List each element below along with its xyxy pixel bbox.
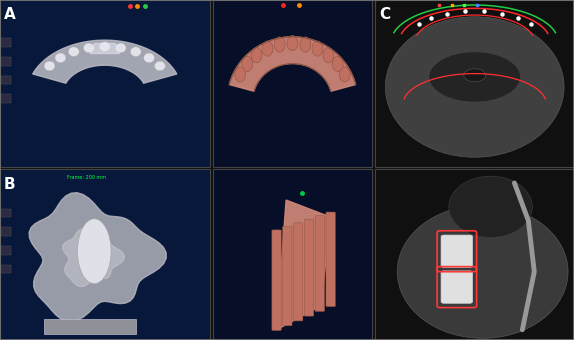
Ellipse shape	[287, 36, 298, 51]
Ellipse shape	[55, 53, 66, 63]
FancyBboxPatch shape	[441, 235, 472, 268]
Bar	[375, 169, 574, 340]
Bar	[1, 246, 11, 255]
Ellipse shape	[242, 56, 253, 71]
Ellipse shape	[323, 48, 334, 63]
Bar	[1, 38, 11, 47]
Bar	[1, 209, 11, 217]
Ellipse shape	[300, 37, 311, 52]
Bar	[0, 0, 210, 167]
Polygon shape	[33, 40, 177, 83]
Bar	[1, 227, 11, 236]
Ellipse shape	[397, 205, 568, 338]
Bar	[1, 76, 11, 84]
Bar	[0, 169, 210, 340]
Bar	[1, 57, 11, 66]
Ellipse shape	[385, 17, 564, 157]
Ellipse shape	[144, 53, 154, 63]
FancyBboxPatch shape	[283, 226, 292, 326]
Bar	[213, 169, 372, 340]
Polygon shape	[277, 200, 331, 330]
Circle shape	[464, 69, 486, 82]
Ellipse shape	[339, 67, 350, 82]
Bar	[44, 319, 136, 334]
Text: C: C	[379, 7, 390, 22]
Bar	[1, 265, 11, 273]
Text: A: A	[4, 7, 15, 22]
Text: Frame: 200 mm: Frame: 200 mm	[67, 175, 106, 181]
Bar	[213, 0, 372, 167]
Ellipse shape	[44, 61, 55, 71]
Ellipse shape	[77, 219, 111, 284]
Bar	[375, 0, 574, 167]
Ellipse shape	[429, 52, 521, 102]
Ellipse shape	[235, 67, 246, 82]
Ellipse shape	[130, 47, 141, 56]
Ellipse shape	[115, 43, 126, 53]
Polygon shape	[229, 37, 356, 91]
FancyBboxPatch shape	[272, 230, 281, 330]
Polygon shape	[29, 193, 166, 322]
Ellipse shape	[83, 43, 94, 53]
FancyBboxPatch shape	[315, 216, 324, 311]
FancyBboxPatch shape	[326, 212, 335, 307]
Ellipse shape	[99, 42, 110, 51]
Bar	[1, 95, 11, 103]
Ellipse shape	[262, 41, 273, 56]
Ellipse shape	[449, 176, 532, 238]
Polygon shape	[90, 44, 119, 53]
FancyBboxPatch shape	[293, 223, 303, 321]
Ellipse shape	[274, 37, 285, 52]
Ellipse shape	[68, 47, 79, 56]
Ellipse shape	[251, 48, 262, 63]
FancyBboxPatch shape	[441, 271, 472, 303]
Text: B: B	[4, 177, 15, 192]
Ellipse shape	[154, 61, 165, 71]
Ellipse shape	[332, 56, 343, 71]
Polygon shape	[63, 229, 125, 287]
FancyBboxPatch shape	[304, 219, 313, 316]
Ellipse shape	[312, 41, 323, 56]
